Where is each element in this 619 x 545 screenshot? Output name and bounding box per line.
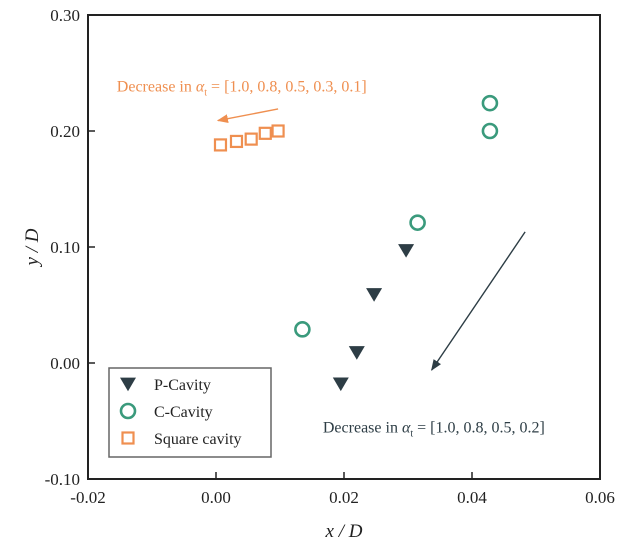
c-cavity-point <box>294 321 311 338</box>
cavity-annotation-prefix: Decrease in <box>323 420 402 437</box>
y-tick-label: 0.10 <box>50 238 80 257</box>
cavity-annotation-subscript: t <box>410 429 413 440</box>
y-tick-label: 0.20 <box>50 122 80 141</box>
axis-ticks: -0.02 0.00 0.02 0.04 0.06 -0.10 0.00 0.10 0.20 0.… <box>45 6 615 507</box>
square-annotation-subscript: t <box>204 88 207 99</box>
square-cavity-legend-marker <box>121 431 135 445</box>
c-cavity-point <box>481 122 499 140</box>
y-tick-label: -0.10 <box>45 470 80 489</box>
y-tick-label: 0.00 <box>50 354 80 373</box>
x-tick-label: 0.06 <box>585 488 615 507</box>
p-cavity-point <box>332 377 349 392</box>
data-marks <box>213 94 499 392</box>
square-cavity-point <box>244 132 258 146</box>
x-tick-label: 0.00 <box>201 488 231 507</box>
legend: P-Cavity C-Cavity Square cavity <box>108 367 272 458</box>
annotations: Decrease in αt = [1.0, 0.8, 0.5, 0.3, 0.… <box>117 79 545 440</box>
c-cavity-legend-label: C-Cavity <box>154 404 213 421</box>
y-tick-label: 0.30 <box>50 6 80 25</box>
p-cavity-point <box>348 346 365 360</box>
x-axis-label: x / D <box>325 521 363 542</box>
cavity-arrow <box>431 231 526 371</box>
square-cavity-point <box>229 134 244 149</box>
square-annotation-symbol: α <box>196 79 205 96</box>
cavity-annotation-symbol: α <box>402 420 411 437</box>
cavity-annotation: Decrease in αt = [1.0, 0.8, 0.5, 0.2] <box>323 420 545 440</box>
p-cavity-point <box>366 288 383 302</box>
square-cavity-point <box>213 138 228 152</box>
p-cavity-legend-label: P-Cavity <box>154 377 211 394</box>
square-cavity-legend-label: Square cavity <box>154 431 242 448</box>
square-annotation-suffix: = [1.0, 0.8, 0.5, 0.3, 0.1] <box>207 79 367 96</box>
square-cavity-point <box>271 124 285 138</box>
p-cavity-point <box>398 244 415 258</box>
x-tick-label: 0.02 <box>329 488 359 507</box>
x-tick-label: 0.04 <box>457 488 487 507</box>
square-arrow <box>216 108 279 124</box>
p-cavity-legend-marker <box>120 377 136 392</box>
square-annotation: Decrease in αt = [1.0, 0.8, 0.5, 0.3, 0.… <box>117 79 367 99</box>
c-cavity-point <box>481 94 499 112</box>
c-cavity-legend-marker <box>119 402 137 420</box>
c-cavity-point <box>409 214 426 231</box>
square-annotation-prefix: Decrease in <box>117 79 196 96</box>
square-cavity-point <box>258 126 272 140</box>
cavity-annotation-suffix: = [1.0, 0.8, 0.5, 0.2] <box>413 420 545 437</box>
y-axis-label: y / D <box>22 228 43 267</box>
x-tick-label: -0.02 <box>70 488 105 507</box>
